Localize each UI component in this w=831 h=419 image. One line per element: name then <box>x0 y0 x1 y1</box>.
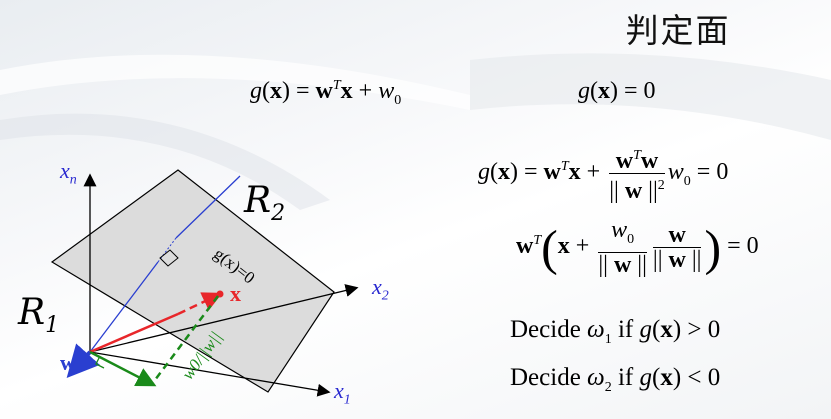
point-x-label: x <box>230 281 241 306</box>
point-x <box>216 290 224 298</box>
green-projection-solid <box>89 350 157 387</box>
axis-x2 <box>89 284 359 353</box>
normal-line-solid <box>89 261 159 353</box>
right-angle-mark-origin <box>95 355 105 369</box>
decision-rule-1: Decide ω1 if g(x) > 0 <box>510 316 721 347</box>
axis-x2-label: x2 <box>372 274 389 304</box>
right-angle-mark-plane <box>159 249 179 267</box>
w-label: w <box>60 350 76 375</box>
region-r2-label: R2 <box>244 180 286 227</box>
axis-x1-label: x1 <box>334 378 351 408</box>
decision-plane <box>50 169 335 393</box>
decision-rule-2: Decide ω2 if g(x) < 0 <box>510 364 721 395</box>
equation-linear-discriminant: g(x) = wTx + w0 <box>250 78 402 108</box>
red-vector-solid <box>89 312 179 354</box>
axis-xn-label: xn <box>60 158 77 188</box>
normal-line-dotted <box>157 237 177 263</box>
axis-x1 <box>89 351 331 397</box>
red-vector-dashed <box>177 292 223 316</box>
green-projection-dashed <box>151 295 219 385</box>
equation-decision-surface: g(x) = 0 <box>578 78 656 104</box>
equation-factored: wT(x + w0 || w || w || w ||) = 0 <box>516 217 759 278</box>
page-title: 判定面 <box>625 11 731 50</box>
normal-line-upper <box>175 175 241 239</box>
equation-expanded: g(x) = wTx + wTw || w ||2 w0 = 0 <box>478 144 728 203</box>
w-arrow <box>66 343 100 378</box>
region-r1-label: R1 <box>18 292 60 339</box>
